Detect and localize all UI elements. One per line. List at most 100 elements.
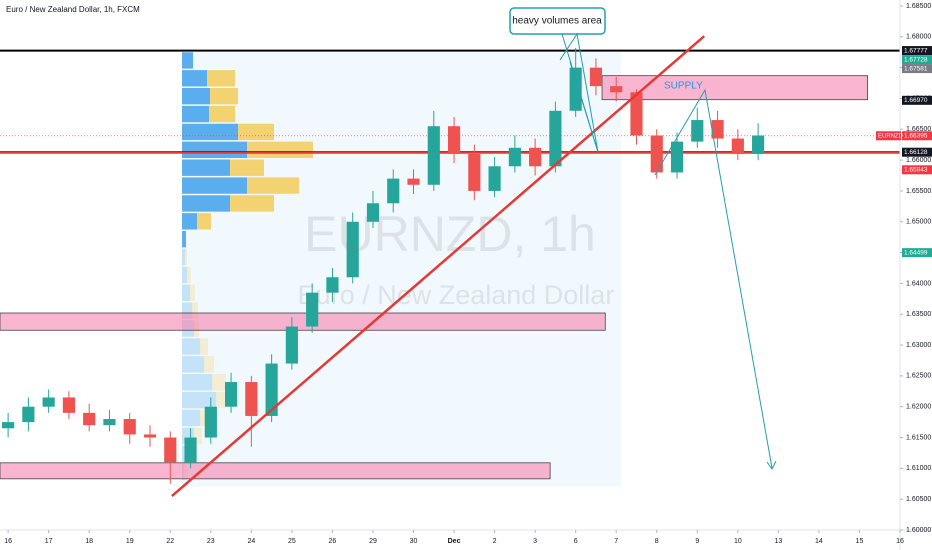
candle-body <box>22 406 35 423</box>
x-tick-label: 25 <box>288 538 296 545</box>
candle-body <box>123 419 136 435</box>
volume-down <box>200 338 209 355</box>
y-tick-label: 1.60500 <box>906 496 931 503</box>
x-tick-label: 2 <box>493 538 497 545</box>
candle-body <box>427 126 440 185</box>
volume-down <box>210 87 239 105</box>
y-tick-label: 1.61500 <box>906 434 931 441</box>
x-tick-label: 3 <box>533 538 537 545</box>
x-tick-label: 9 <box>695 538 699 545</box>
volume-up <box>182 409 201 427</box>
x-tick-label: 6 <box>574 538 578 545</box>
volume-down <box>247 141 314 159</box>
volume-down <box>185 248 188 266</box>
candle-body <box>83 412 96 426</box>
price-label: 1.66970 <box>904 97 928 104</box>
volume-down <box>230 195 275 212</box>
volume-up <box>182 266 188 284</box>
candle-body <box>468 153 481 191</box>
x-tick-label: 17 <box>45 538 53 545</box>
candle-body <box>366 203 380 222</box>
zone <box>0 462 551 480</box>
candle-body <box>2 422 15 429</box>
candle-body <box>691 120 704 142</box>
price-label: 1.67581 <box>904 65 928 72</box>
forecast-arrow <box>654 88 773 469</box>
volume-down <box>190 284 196 302</box>
volume-up <box>182 123 239 141</box>
y-tick-label: 1.64000 <box>906 280 931 287</box>
volume-up <box>182 70 208 87</box>
volume-up <box>182 302 193 319</box>
candle-body <box>204 406 217 438</box>
volume-down <box>238 123 275 141</box>
annotation-arrow <box>569 61 599 153</box>
candle-body <box>103 419 116 426</box>
candle-body <box>164 437 177 463</box>
volume-down <box>212 374 227 391</box>
y-tick-label: 1.62000 <box>906 404 931 411</box>
price-label-bg <box>902 95 932 105</box>
volume-down <box>194 427 203 445</box>
price-label: 1.67728 <box>904 56 928 63</box>
watermark: EURNZD, 1h <box>304 206 596 262</box>
y-tick-label: 1.60000 <box>906 527 931 534</box>
x-tick-label: 23 <box>207 538 215 545</box>
volume-up <box>182 338 201 355</box>
price-label-bg <box>902 165 932 175</box>
y-tick-label: 1.66500 <box>906 126 931 133</box>
symbol-label: EURNZD <box>878 133 904 139</box>
volume-up <box>182 159 231 176</box>
candle-body <box>265 363 278 416</box>
candle-body <box>670 141 684 173</box>
volume-up <box>182 52 194 69</box>
candle-body <box>610 86 623 93</box>
candle-body <box>589 67 603 87</box>
volume-up <box>182 105 210 123</box>
x-tick-label: 16 <box>896 538 904 545</box>
header: Euro / New Zealand Dollar, 1h, FXCM <box>6 5 140 14</box>
volume-down <box>187 266 192 284</box>
volume-up <box>182 231 187 248</box>
candle-body <box>630 92 643 136</box>
candle-body <box>529 147 542 167</box>
price-label-bg <box>902 64 932 74</box>
price-label-bg <box>902 147 932 157</box>
volume-down <box>247 177 300 194</box>
symbol-label-bg <box>876 131 901 141</box>
candle-body <box>569 67 582 111</box>
trendline <box>171 35 706 498</box>
volume-down <box>209 105 236 123</box>
candle-body <box>225 382 238 407</box>
volume-up <box>182 87 211 105</box>
x-tick-label: 13 <box>774 538 782 545</box>
volume-up <box>182 141 248 159</box>
watermark-subtitle: Euro / New Zealand Dollar <box>298 280 615 310</box>
price-label-bg <box>902 46 932 56</box>
volume-up <box>182 284 191 302</box>
annotation: heavy volumes area <box>512 16 602 27</box>
price-label-bg <box>902 248 932 258</box>
candle-body <box>711 120 724 139</box>
volume-up <box>182 356 205 373</box>
y-tick-label: 1.65500 <box>906 188 931 195</box>
x-tick-label: 30 <box>410 538 418 545</box>
candle-body <box>488 166 501 191</box>
candle-body <box>508 147 521 167</box>
x-tick-label: 24 <box>247 538 255 545</box>
x-tick-label: 18 <box>85 538 93 545</box>
candle-body <box>62 397 75 413</box>
candle-body <box>285 326 298 364</box>
candle-body <box>326 277 339 293</box>
annotation-box <box>509 7 606 35</box>
arrow-head <box>766 460 777 470</box>
y-tick-label: 1.62500 <box>906 373 931 380</box>
volume-up <box>182 177 248 194</box>
candle-body <box>346 221 359 278</box>
price-label: 1.65843 <box>904 167 928 174</box>
plot: SUPPLY <box>0 35 900 498</box>
zone-label: SUPPLY <box>664 80 703 91</box>
volume-up <box>182 248 186 266</box>
price-label: 1.66395 <box>904 132 928 139</box>
